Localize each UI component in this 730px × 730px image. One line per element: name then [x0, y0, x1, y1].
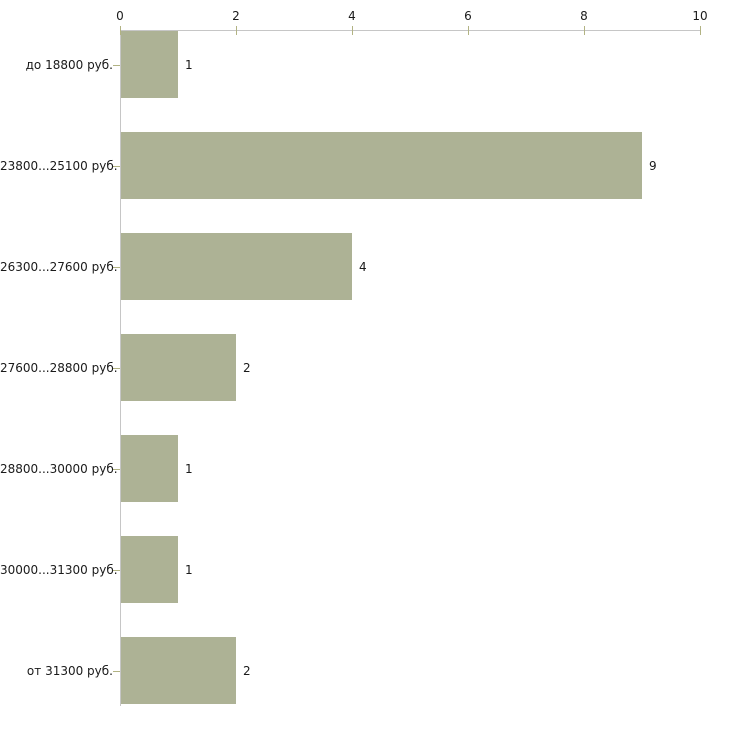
- x-axis-tick: [120, 26, 121, 35]
- category-label: 26300...27600 руб.: [0, 260, 118, 274]
- bar-value-label: 1: [185, 563, 193, 577]
- bar: [121, 31, 178, 98]
- category-tick: [113, 65, 120, 66]
- x-axis-tick-label: 0: [116, 9, 124, 23]
- bar-value-label: 4: [359, 260, 367, 274]
- x-axis-tick-label: 8: [580, 9, 588, 23]
- x-axis-tick: [584, 26, 585, 35]
- bar: [121, 536, 178, 603]
- category-label: 30000...31300 руб.: [0, 563, 118, 577]
- category-label: от 31300 руб.: [26, 664, 113, 678]
- x-axis-tick: [352, 26, 353, 35]
- category-tick: [113, 570, 120, 571]
- x-axis-tick: [468, 26, 469, 35]
- category-label: 27600...28800 руб.: [0, 361, 118, 375]
- x-axis-tick: [236, 26, 237, 35]
- x-axis-tick-label: 10: [692, 9, 708, 23]
- y-axis-line: [120, 30, 121, 706]
- bar: [121, 233, 352, 300]
- category-tick: [113, 166, 120, 167]
- x-axis-tick-label: 2: [232, 9, 240, 23]
- bar-value-label: 2: [243, 664, 251, 678]
- category-label: 28800...30000 руб.: [0, 462, 118, 476]
- x-axis-tick-label: 6: [464, 9, 472, 23]
- bar: [121, 435, 178, 502]
- bar-value-label: 2: [243, 361, 251, 375]
- bar: [121, 637, 236, 704]
- x-axis-tick-label: 4: [348, 9, 356, 23]
- bar-value-label: 9: [649, 159, 657, 173]
- category-tick: [113, 368, 120, 369]
- category-tick: [113, 469, 120, 470]
- bar: [121, 132, 642, 199]
- bar-value-label: 1: [185, 462, 193, 476]
- category-tick: [113, 267, 120, 268]
- category-label: 23800...25100 руб.: [0, 159, 118, 173]
- bar-value-label: 1: [185, 58, 193, 72]
- x-axis-tick: [700, 26, 701, 35]
- bar: [121, 334, 236, 401]
- category-label: до 18800 руб.: [25, 58, 113, 72]
- x-axis-line: [120, 30, 701, 31]
- category-tick: [113, 671, 120, 672]
